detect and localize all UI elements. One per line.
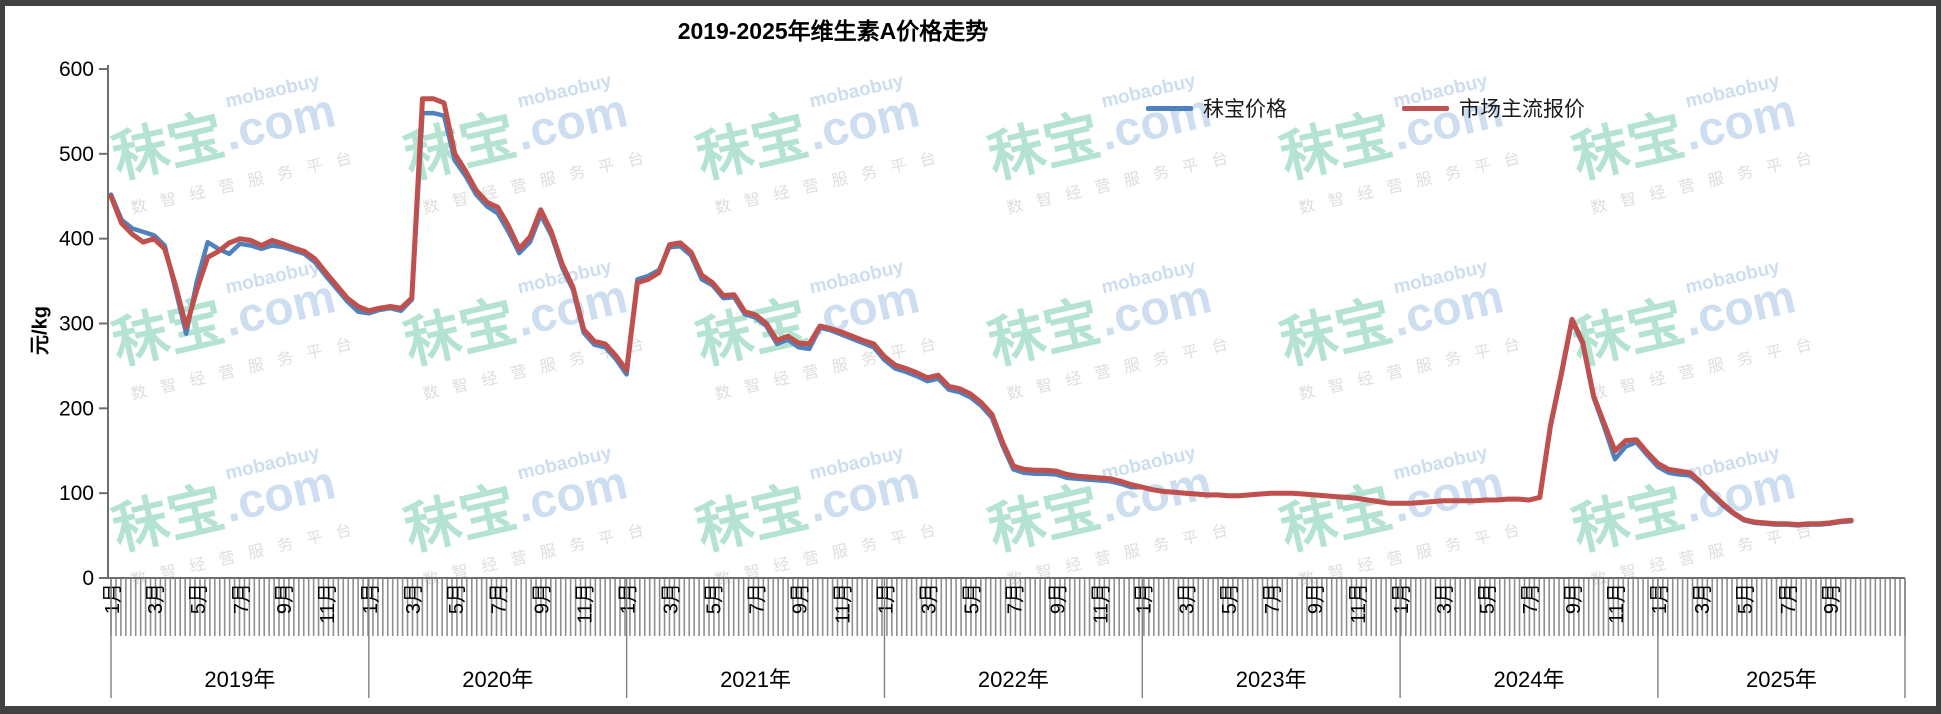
svg-text:秣宝: 秣宝 <box>107 289 230 376</box>
legend-label-market-quote: 市场主流报价 <box>1459 98 1585 121</box>
month-tick-label: 9月 <box>790 583 812 614</box>
month-tick-label: 3月 <box>918 583 940 614</box>
legend: 秣宝价格 市场主流报价 <box>0 95 1941 125</box>
month-tick-label: 11月 <box>1606 583 1628 624</box>
y-axis-tick-label: 600 <box>59 58 94 81</box>
legend-label-mobao-price: 秣宝价格 <box>1203 98 1287 121</box>
chart-title: 2019-2025年维生素A价格走势 <box>677 18 989 44</box>
legend-line-blue <box>1146 105 1193 111</box>
svg-text:秣宝: 秣宝 <box>1275 289 1398 376</box>
month-tick-label: 9月 <box>532 583 554 614</box>
month-tick-label: 5月 <box>1477 583 1499 614</box>
y-axis-tick-label: 0 <box>82 567 94 590</box>
series-line-market-quote <box>108 96 1854 528</box>
frame-left <box>0 0 5 714</box>
month-tick-label: 3月 <box>1434 583 1456 614</box>
month-tick-label: 7月 <box>1004 583 1026 614</box>
month-tick-label: 7月 <box>1778 583 1800 614</box>
svg-text:秣宝: 秣宝 <box>399 475 522 562</box>
month-tick-label: 7月 <box>1520 583 1542 614</box>
month-tick-label: 11月 <box>832 583 854 624</box>
month-tick-label: 5月 <box>446 583 468 614</box>
month-tick-label: 7月 <box>1262 583 1284 614</box>
month-tick-label: 3月 <box>145 583 167 614</box>
month-tick-label: 7月 <box>747 583 769 614</box>
frame-top <box>0 0 1941 6</box>
month-tick-label: 5月 <box>1735 583 1757 614</box>
month-tick-label: 1月 <box>875 583 897 614</box>
month-tick-label: 9月 <box>274 583 296 614</box>
svg-text:秣宝: 秣宝 <box>399 289 522 376</box>
svg-text:秣宝: 秣宝 <box>691 475 814 562</box>
year-label: 2020年 <box>462 667 533 692</box>
month-tick-label: 11月 <box>317 583 339 624</box>
month-tick-label: 5月 <box>188 583 210 614</box>
legend-item-mobao-price: 秣宝价格 <box>1146 95 1287 121</box>
x-axis-week-ticks <box>110 579 1906 636</box>
year-label: 2021年 <box>720 667 791 692</box>
y-axis-tick-label: 400 <box>59 228 94 251</box>
month-tick-label: 1月 <box>102 583 124 614</box>
month-tick-label: 9月 <box>1821 583 1843 614</box>
month-tick-label: 9月 <box>1047 583 1069 614</box>
y-axis-tick-label: 200 <box>59 397 94 420</box>
month-tick-label: 1月 <box>1133 583 1155 614</box>
month-tick-label: 11月 <box>575 583 597 624</box>
y-axis-title: 元/kg <box>29 306 52 355</box>
year-label: 2019年 <box>204 667 275 692</box>
month-tick-label: 1月 <box>618 583 640 614</box>
month-tick-label: 5月 <box>1219 583 1241 614</box>
svg-text:秣宝: 秣宝 <box>983 475 1106 562</box>
month-tick-label: 9月 <box>1305 583 1327 614</box>
year-label: 2025年 <box>1746 667 1817 692</box>
y-axis-tick-label: 100 <box>59 482 94 505</box>
y-axis-tick-label: 300 <box>59 313 94 336</box>
month-tick-label: 11月 <box>1348 583 1370 624</box>
month-tick-label: 1月 <box>1391 583 1413 614</box>
svg-text:秣宝: 秣宝 <box>1567 475 1690 562</box>
month-tick-label: 3月 <box>403 583 425 614</box>
year-label: 2023年 <box>1236 667 1307 692</box>
month-tick-label: 7月 <box>489 583 511 614</box>
month-tick-label: 1月 <box>1649 583 1671 614</box>
legend-item-market-quote: 市场主流报价 <box>1402 95 1585 121</box>
month-tick-label: 11月 <box>1090 583 1112 624</box>
month-tick-label: 5月 <box>961 583 983 614</box>
year-label: 2024年 <box>1494 667 1565 692</box>
month-tick-label: 3月 <box>1176 583 1198 614</box>
legend-line-red <box>1402 105 1449 111</box>
year-label: 2022年 <box>978 667 1049 692</box>
svg-text:秣宝: 秣宝 <box>107 475 230 562</box>
svg-text:秣宝: 秣宝 <box>983 289 1106 376</box>
month-tick-label: 3月 <box>1692 583 1714 614</box>
svg-text:秣宝: 秣宝 <box>1275 475 1398 562</box>
svg-text:秣宝: 秣宝 <box>691 289 814 376</box>
month-tick-label: 7月 <box>231 583 253 614</box>
y-axis-tick-label: 500 <box>59 143 94 166</box>
frame-bottom <box>0 706 1941 714</box>
frame-right <box>1936 0 1941 714</box>
month-tick-label: 1月 <box>360 583 382 614</box>
month-tick-label: 5月 <box>704 583 726 614</box>
month-tick-label: 9月 <box>1563 583 1585 614</box>
month-tick-label: 3月 <box>661 583 683 614</box>
